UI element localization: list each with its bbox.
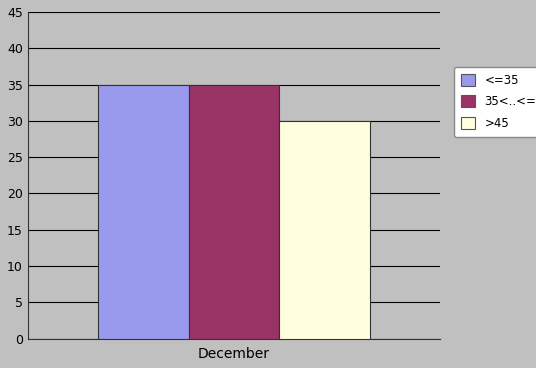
Bar: [98, 85, 189, 339]
Legend: <=35, 35<..<=45, >45: <=35, 35<..<=45, >45: [453, 67, 536, 137]
Bar: [279, 121, 370, 339]
Bar: [189, 85, 279, 339]
